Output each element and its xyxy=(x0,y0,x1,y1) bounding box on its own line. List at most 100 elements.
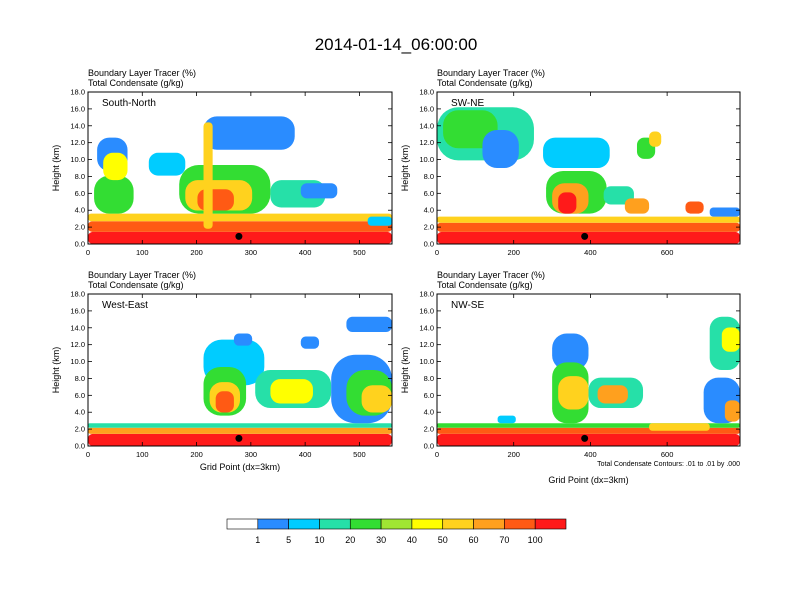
shaded-region xyxy=(437,231,740,244)
y-tick-label: 6.0 xyxy=(75,391,85,400)
y-axis-label: Height (km) xyxy=(400,145,410,192)
shaded-region xyxy=(103,152,128,181)
x-tick-label: 200 xyxy=(507,248,520,257)
panel-name: SW-NE xyxy=(451,98,484,109)
x-tick-label: 600 xyxy=(661,450,674,459)
x-tick-label: 100 xyxy=(136,248,149,257)
location-marker xyxy=(581,232,589,240)
location-marker xyxy=(235,232,243,240)
y-tick-label: 8.0 xyxy=(75,374,85,383)
x-tick-label: 0 xyxy=(435,450,439,459)
shaded-region xyxy=(543,137,610,168)
y-tick-label: 10.0 xyxy=(419,357,434,366)
colorbar-swatch xyxy=(288,518,320,530)
shaded-region xyxy=(558,192,577,214)
y-tick-label: 14.0 xyxy=(419,323,434,332)
y-tick-label: 16.0 xyxy=(70,306,85,315)
y-axis-label: Height (km) xyxy=(51,347,61,394)
shaded-region xyxy=(88,427,392,434)
colorbar-swatch xyxy=(473,518,505,530)
field-shading xyxy=(437,294,740,446)
condensate-label: Total Condensate (g/kg) xyxy=(88,280,184,290)
colorbar-swatch xyxy=(380,518,413,530)
panel-frame xyxy=(87,293,393,447)
y-tick-label: 0.0 xyxy=(424,240,434,249)
colorbar-swatch xyxy=(319,518,351,530)
tracer-label: Boundary Layer Tracer (%) xyxy=(88,270,196,280)
tracer-label: Boundary Layer Tracer (%) xyxy=(437,270,545,280)
shaded-region xyxy=(203,116,295,150)
panel-name: NW-SE xyxy=(451,300,484,311)
shaded-region xyxy=(300,336,320,349)
colorbar-label: 60 xyxy=(469,535,479,545)
panel-frame xyxy=(436,293,741,447)
field-shading xyxy=(88,92,392,244)
panel-frame xyxy=(87,91,393,245)
x-axis-label: Grid Point (dx=3km) xyxy=(200,462,280,472)
y-tick-label: 2.0 xyxy=(75,425,85,434)
x-tick-label: 400 xyxy=(299,450,312,459)
tracer-label: Boundary Layer Tracer (%) xyxy=(88,68,196,78)
y-tick-label: 14.0 xyxy=(70,121,85,130)
shaded-region xyxy=(270,379,313,404)
panel-name: South-North xyxy=(102,98,156,109)
colorbar-label: 40 xyxy=(407,535,417,545)
y-tick-label: 4.0 xyxy=(75,206,85,215)
colorbar-label: 50 xyxy=(438,535,448,545)
y-tick-label: 12.0 xyxy=(419,138,434,147)
shaded-region xyxy=(437,216,740,223)
colorbar: 1 5 10 20 30 40 50 60 70 100 xyxy=(226,518,567,545)
condensate-label: Total Condensate (g/kg) xyxy=(437,280,533,290)
y-tick-label: 0.0 xyxy=(75,442,85,451)
panel-nw-se: Boundary Layer Tracer (%)Total Condensat… xyxy=(400,270,741,485)
shaded-region xyxy=(721,327,740,352)
y-tick-label: 18.0 xyxy=(70,290,85,299)
colorbar-swatch xyxy=(534,518,567,530)
y-tick-label: 12.0 xyxy=(70,138,85,147)
y-tick-label: 0.0 xyxy=(424,442,434,451)
shaded-region xyxy=(649,423,710,431)
y-tick-label: 2.0 xyxy=(75,223,85,232)
panel-west-east: Boundary Layer Tracer (%)Total Condensat… xyxy=(51,270,393,472)
y-tick-label: 8.0 xyxy=(424,172,434,181)
shaded-region xyxy=(497,415,516,424)
y-tick-label: 8.0 xyxy=(424,374,434,383)
colorbar-swatch xyxy=(504,518,536,530)
shaded-region xyxy=(649,131,662,147)
panel-sw-ne: Boundary Layer Tracer (%)Total Condensat… xyxy=(400,68,741,257)
shaded-region xyxy=(203,122,213,229)
shaded-region xyxy=(709,207,740,217)
colorbar-swatch xyxy=(226,518,259,530)
y-tick-label: 10.0 xyxy=(70,357,85,366)
colorbar-label: 5 xyxy=(286,535,291,545)
x-tick-label: 200 xyxy=(507,450,520,459)
shaded-region xyxy=(148,152,186,176)
shaded-region xyxy=(197,189,234,211)
y-tick-label: 6.0 xyxy=(75,189,85,198)
x-tick-label: 600 xyxy=(661,248,674,257)
shaded-region xyxy=(624,198,650,214)
colorbar-label: 30 xyxy=(376,535,386,545)
x-tick-label: 400 xyxy=(299,248,312,257)
location-marker xyxy=(235,434,243,442)
colorbar-label: 20 xyxy=(345,535,355,545)
colorbar-swatch xyxy=(349,518,382,530)
shaded-region xyxy=(94,175,134,214)
y-tick-label: 8.0 xyxy=(75,172,85,181)
x-tick-label: 0 xyxy=(435,248,439,257)
x-tick-label: 200 xyxy=(190,450,203,459)
y-tick-label: 18.0 xyxy=(419,290,434,299)
contour-note: Total Condensate Contours: .01 to .01 by… xyxy=(597,461,740,468)
shaded-region xyxy=(724,400,740,422)
shaded-region xyxy=(552,333,589,370)
y-tick-label: 12.0 xyxy=(419,340,434,349)
y-tick-label: 10.0 xyxy=(419,155,434,164)
x-tick-label: 300 xyxy=(245,450,258,459)
x-tick-label: 400 xyxy=(584,450,597,459)
location-marker xyxy=(581,434,589,442)
field-shading xyxy=(88,294,392,446)
x-axis-label: Grid Point (dx=3km) xyxy=(548,475,628,485)
panel-frame xyxy=(436,91,741,245)
x-tick-label: 500 xyxy=(353,248,366,257)
